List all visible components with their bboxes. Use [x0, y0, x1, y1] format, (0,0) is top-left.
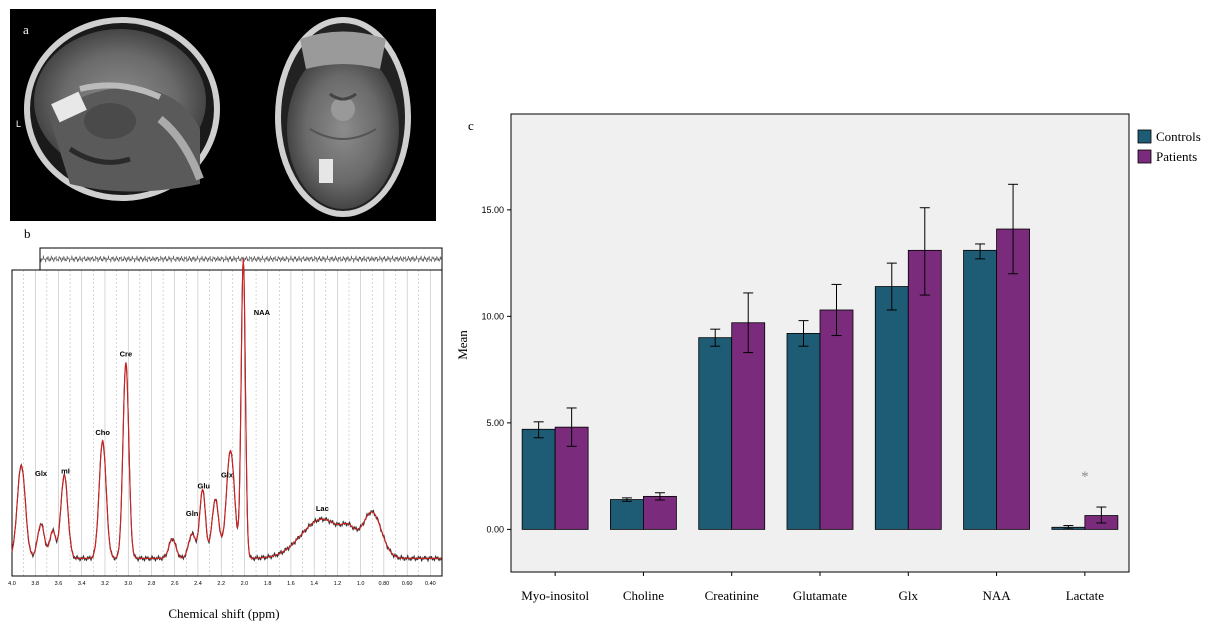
spectrum-tick-label: 4.0: [8, 581, 16, 587]
spectrum-tick-label: 2.0: [241, 581, 249, 587]
peak-label: Glx: [221, 470, 234, 479]
significance-marker: *: [1081, 469, 1089, 485]
residual-trace: [40, 255, 443, 263]
x-tick-label: Choline: [623, 588, 664, 603]
peak-label: mI: [61, 467, 70, 476]
spectrum-tick-label: 3.4: [78, 581, 86, 587]
peak-label: Cho: [95, 428, 110, 437]
bar-patients-glutamate: [819, 309, 854, 530]
spectrum-tick-label: 1.0: [357, 581, 365, 587]
spectrum-tick-label: 1.8: [264, 581, 272, 587]
legend: Controls Patients: [1137, 129, 1201, 164]
peak-label: Gln: [186, 509, 199, 518]
x-tick-label: Glx: [899, 588, 919, 603]
bar-controls-glx: [874, 286, 909, 530]
mr-spectrum: Glx mI Cho Cre Gln Glu Glx NAA Lac 4.0 3.8 3.6 3.4 3…: [8, 247, 443, 621]
bar-controls-myo-inositol: [521, 428, 556, 530]
x-tick-label: Creatinine: [705, 588, 759, 603]
spectrum-tick-label: 3.2: [101, 581, 109, 587]
spectrum-tick-label: 0.80: [379, 581, 390, 587]
spectrum-tick-label: 0.60: [402, 581, 413, 587]
bar-controls-creatinine: [698, 337, 733, 530]
spectrum-fit-trace: [11, 258, 442, 559]
metabolite-bar-chart: 0.00 5.00 10.00 15.00 Myo-inositol Choline Cr…: [455, 113, 1201, 603]
y-tick-label: 10.00: [481, 311, 504, 321]
x-tick-label: Myo-inositol: [521, 588, 589, 603]
mri-localizer-images: L: [10, 9, 436, 221]
spectrum-tick-label: 3.8: [31, 581, 39, 587]
spectrum-tick-label: 3.6: [55, 581, 63, 587]
y-tick-label: 0.00: [486, 524, 504, 534]
bar-patients-glx: [907, 249, 942, 530]
legend-label: Controls: [1156, 129, 1201, 144]
y-axis-label: Mean: [455, 330, 470, 360]
spectrum-tick-label: 2.2: [217, 581, 225, 587]
x-tick-label: NAA: [982, 588, 1011, 603]
bar-controls-choline: [610, 499, 644, 530]
bar-controls-glutamate: [786, 333, 821, 530]
panel-label-b: b: [24, 226, 31, 241]
spectrum-tick-label: 0.40: [425, 581, 436, 587]
spectrum-xlabel: Chemical shift (ppm): [168, 606, 279, 621]
spectrum-tick-label: 2.6: [171, 581, 179, 587]
sagittal-mri: [24, 17, 220, 201]
spectrum-tick-label: 2.4: [194, 581, 202, 587]
peak-label: Glu: [198, 482, 211, 491]
panel-label-a: a: [23, 22, 29, 37]
bar-patients-choline: [643, 495, 677, 530]
bar-patients-naa: [996, 228, 1030, 530]
y-tick-label: 5.00: [486, 418, 504, 428]
spectrum-tick-label: 1.4: [310, 581, 318, 587]
x-tick-label: Lactate: [1066, 588, 1104, 603]
legend-swatch: [1137, 149, 1152, 164]
peak-label: Glx: [35, 469, 48, 478]
spectrum-frame: [11, 269, 443, 577]
spectrum-tick-label: 1.2: [334, 581, 342, 587]
legend-swatch: [1137, 129, 1152, 144]
spectrum-tick-label: 1.6: [287, 581, 295, 587]
axial-mri: [275, 17, 411, 217]
legend-label: Patients: [1156, 149, 1197, 164]
panel-label-c: c: [468, 118, 474, 133]
mri-side-marker: L: [16, 119, 21, 129]
spectrum-data-trace: [11, 260, 443, 563]
y-tick-label: 15.00: [481, 205, 504, 215]
spectrum-tick-label: 2.8: [148, 581, 156, 587]
x-tick-label: Glutamate: [793, 588, 847, 603]
peak-label: NAA: [254, 308, 271, 317]
bar-patients-creatinine: [731, 322, 766, 530]
peak-label: Cre: [120, 349, 133, 358]
peak-label: Lac: [316, 504, 329, 513]
spectrum-tick-label: 3.0: [124, 581, 132, 587]
bar-controls-naa: [963, 249, 997, 530]
